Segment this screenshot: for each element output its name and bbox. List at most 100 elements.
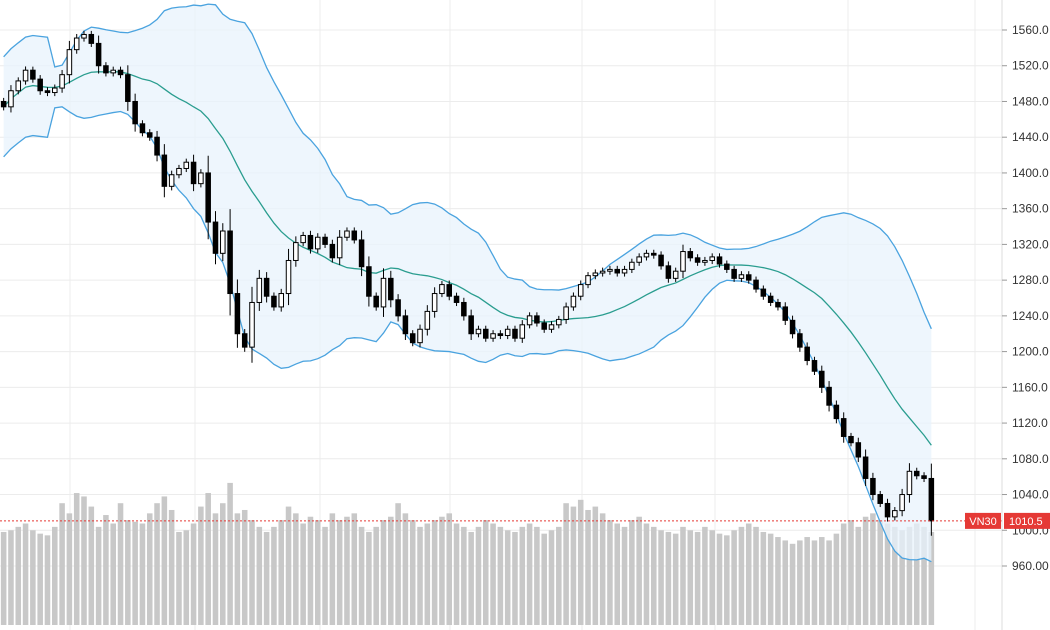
candle-body [205,172,211,223]
volume-bar [906,526,913,625]
candle-body [81,33,87,39]
volume-bar [738,526,745,625]
volume-bar [366,531,372,625]
candle [417,324,423,348]
candle-body [424,310,431,330]
last-price-tag-bg [1004,512,1050,529]
volume-bar [117,503,124,625]
candle-body [154,136,160,156]
candle [395,294,401,322]
candle [220,223,226,262]
y-axis: 1560.0 1520.0 1480.0 1440.0 1400.0 1360.0 1320… [1001,0,1049,630]
candle [0,97,7,111]
volume-bar [534,526,540,625]
last-price-tag-label: 1010.5 [1009,516,1043,528]
candle-body [461,301,467,317]
candle [884,498,891,522]
candle [556,315,562,329]
volume-bar [388,516,394,625]
volume-bar [132,521,138,625]
volume-bar [650,526,657,625]
candle [388,270,394,308]
candle-body [329,243,336,259]
candle [724,260,730,273]
volume-bar [636,516,642,625]
candle [709,253,715,265]
candle-body [614,268,621,274]
candle-body [176,167,182,176]
candle-body [840,418,847,437]
volume-bar [168,509,175,625]
candle [59,69,65,93]
candle [672,267,679,282]
candle-body [285,259,292,295]
candle-body [643,252,650,258]
candle [694,254,701,266]
candle-body [358,239,365,268]
candle-body [512,328,518,339]
candle-body [0,100,7,108]
y-tick-label: 1080.0 [1012,452,1049,466]
volume-bar [811,540,818,625]
candle [629,258,635,273]
candle-body [534,315,540,324]
candle [249,286,255,363]
candle-body [716,256,723,265]
candle-body [66,49,73,76]
volume-bar [840,523,847,625]
volume-bar [782,540,789,625]
candle-body [570,295,577,308]
y-tick-label: 1200.0 [1012,345,1049,359]
candle [424,305,431,336]
volume-bar [66,513,73,625]
candle [307,230,314,254]
candle [826,381,832,412]
volume-bar [819,537,825,625]
candle [88,30,95,47]
candle-body [37,78,43,92]
candle-body [928,477,935,522]
candle [899,488,905,517]
candle-body [775,301,781,308]
volume-bar [380,520,387,625]
volume-bar [592,506,599,625]
candle-body [395,299,401,317]
volume-bar [336,520,343,625]
candle-body [125,74,131,102]
candle [285,248,292,306]
volume-bar [37,533,43,625]
candle-body [658,254,664,267]
candle [870,472,876,501]
volume-bar [44,535,51,625]
candle-body [855,442,862,458]
volume-bar [468,531,474,625]
symbol-tag-bg [965,512,1001,529]
candle [380,268,387,317]
candle-body [183,161,190,169]
candle [227,209,233,316]
volume-bar [512,531,518,625]
candle [44,87,51,97]
volume-bar [461,526,467,625]
candle-body [592,272,599,277]
candle [125,65,131,111]
volume-bar [256,526,263,625]
volume-bar [745,523,752,625]
symbol-tag: VN30 [965,512,1001,529]
volume-bar [753,526,759,625]
volume-bar [125,520,131,625]
candle-body [541,322,547,330]
candle [753,276,759,293]
candle-body [249,301,255,348]
candle [344,227,350,241]
volume-bar [833,533,840,625]
volume-bar [629,520,635,625]
candle-body [892,510,898,518]
candle-body [651,252,657,256]
candle [651,249,657,259]
candle-body [475,328,482,335]
candle [402,309,409,340]
volume-bar [351,513,358,625]
